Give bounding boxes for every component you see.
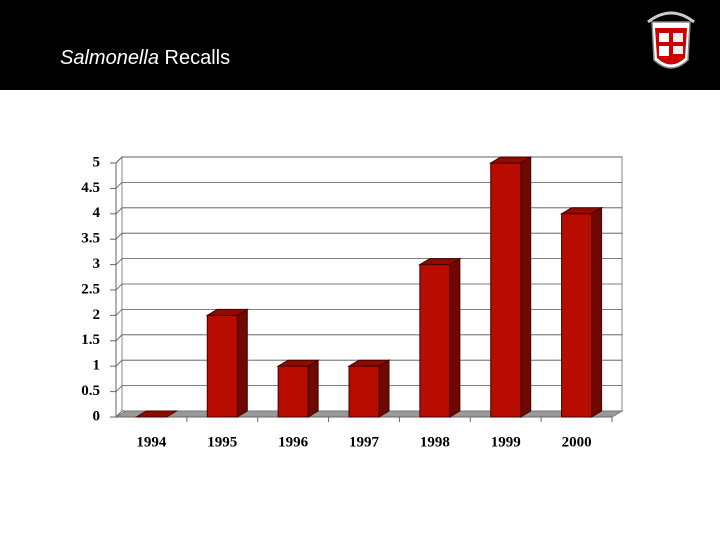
bar-side bbox=[449, 257, 461, 418]
title-emphasis: Salmonella bbox=[60, 47, 159, 69]
y-tick-label: 3.5 bbox=[81, 231, 100, 247]
bar-side bbox=[307, 359, 319, 418]
logo bbox=[647, 11, 695, 69]
x-tick-label: 1995 bbox=[207, 434, 237, 450]
bar-side bbox=[378, 359, 390, 418]
x-tick-label: 1998 bbox=[420, 434, 450, 450]
grid-line bbox=[115, 207, 622, 215]
grid-line bbox=[115, 181, 622, 189]
y-tick-label: 3 bbox=[93, 256, 101, 272]
bar bbox=[419, 264, 451, 418]
y-tick-label: 2.5 bbox=[81, 281, 100, 297]
y-tick-label: 1.5 bbox=[81, 332, 100, 348]
x-tick-label: 2000 bbox=[562, 434, 592, 450]
x-tick-label: 1994 bbox=[136, 434, 167, 450]
x-tick-label: 1996 bbox=[278, 434, 309, 450]
y-tick-label: 5 bbox=[93, 154, 101, 170]
x-tick-label: 1997 bbox=[349, 434, 380, 450]
bar bbox=[561, 213, 593, 418]
bar-top bbox=[134, 410, 179, 418]
x-tick-label: 1999 bbox=[491, 434, 521, 450]
y-tick-label: 4 bbox=[93, 205, 101, 221]
y-tick-label: 2 bbox=[93, 307, 101, 323]
chart: 0 0.5 1 1.5 2 2.5 3 3.5 4 4.5 5 1994 1995 1996 1997 199… bbox=[81, 154, 624, 450]
grid-line bbox=[115, 156, 622, 164]
bar bbox=[277, 365, 309, 418]
slide-title: Salmonella Recalls bbox=[60, 47, 230, 69]
grid-line bbox=[115, 232, 622, 240]
title-rest: Recalls bbox=[165, 47, 231, 69]
bar bbox=[348, 365, 380, 418]
y-tick-label: 0 bbox=[93, 408, 101, 424]
bar bbox=[490, 162, 522, 418]
header-band bbox=[0, 0, 720, 90]
y-tick-label: 1 bbox=[93, 358, 101, 374]
y-tick-label: 4.5 bbox=[81, 180, 100, 196]
y-tick-label: 0.5 bbox=[81, 383, 100, 399]
bar-side bbox=[236, 308, 248, 418]
bar-side bbox=[520, 156, 532, 418]
bar-side bbox=[591, 206, 603, 418]
bar bbox=[206, 314, 238, 418]
